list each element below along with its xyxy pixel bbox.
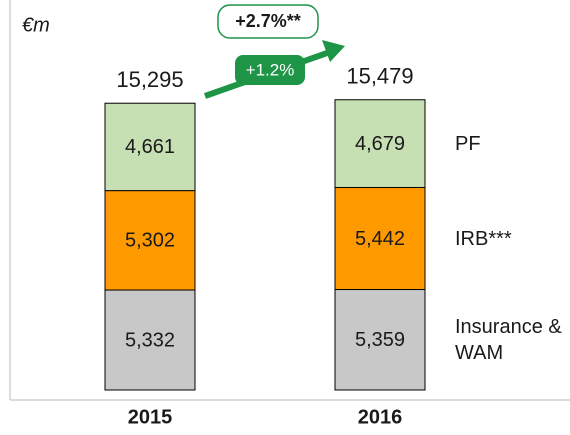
bar-segment: [104, 190, 196, 291]
bar-segment: [334, 99, 426, 188]
bar-segment: [104, 102, 196, 192]
data-label: 4,679: [355, 133, 405, 155]
x-tick-label: 2015: [128, 406, 173, 428]
arrow-head: [322, 40, 345, 62]
annotation: +2.7%**: [235, 11, 301, 31]
data-label: 5,359: [355, 329, 405, 351]
data-label: 5,302: [125, 230, 175, 252]
total-label: 15,295: [116, 67, 183, 92]
legend-label: IRB***: [455, 227, 512, 250]
annotation-box: [217, 4, 319, 39]
unit-label: €m: [22, 14, 50, 36]
annotation: +1.2%: [246, 60, 295, 79]
legend-label: Insurance & WAM: [455, 315, 562, 364]
bar-segment: [334, 289, 426, 391]
bar-segment: [334, 186, 426, 291]
annotation-box: [235, 55, 305, 85]
data-label: 4,661: [125, 136, 175, 158]
data-label: 5,332: [125, 329, 175, 351]
x-tick-label: 2016: [358, 406, 403, 428]
data-label: 5,442: [355, 228, 405, 250]
total-label: 15,479: [346, 64, 413, 89]
legend-label: PF: [455, 132, 481, 155]
